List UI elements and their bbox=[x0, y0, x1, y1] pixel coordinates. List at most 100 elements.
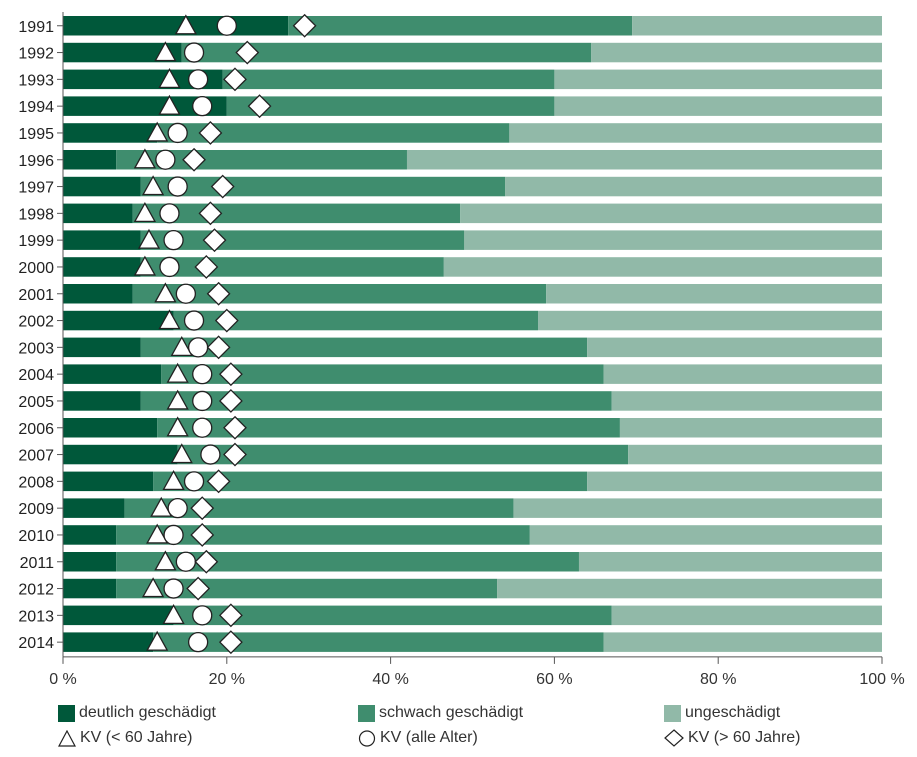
marker-triangle-1991 bbox=[174, 14, 197, 35]
marker-circle-1992 bbox=[183, 42, 205, 63]
y-tick-label-1997: 1997 bbox=[18, 180, 54, 197]
legend-item-kv-under-60: KV (< 60 Jahre) bbox=[58, 729, 193, 747]
marker-diamond-1998 bbox=[198, 201, 223, 226]
marker-triangle-2013 bbox=[162, 604, 185, 624]
bar-2009-series-2 bbox=[513, 498, 882, 518]
marker-diamond-2013 bbox=[218, 603, 243, 628]
bar-1997-series-0 bbox=[63, 176, 141, 197]
legend-swatch-schwach bbox=[358, 704, 375, 722]
y-tick-label-2014: 2014 bbox=[18, 635, 54, 652]
bar-2011-series-1 bbox=[116, 552, 579, 572]
marker-circle-2013 bbox=[192, 605, 213, 626]
bar-2000-series-1 bbox=[140, 257, 444, 277]
y-tick-label-2006: 2006 bbox=[18, 421, 54, 438]
bar-2013-series-2 bbox=[611, 605, 882, 626]
legend-item-ungeschaedigt: ungeschädigt bbox=[664, 704, 780, 722]
bar-2007-series-2 bbox=[628, 444, 882, 465]
bar-2011-series-2 bbox=[578, 552, 882, 572]
y-tick-label-2009: 2009 bbox=[18, 501, 54, 518]
y-tick-label-2003: 2003 bbox=[18, 340, 54, 357]
y-tick-label-2002: 2002 bbox=[18, 314, 54, 331]
bar-1996-series-0 bbox=[63, 150, 117, 170]
x-tick-label-60: 60 % bbox=[536, 671, 572, 688]
bar-2012-series-0 bbox=[63, 578, 117, 599]
bar-1997-series-1 bbox=[140, 176, 506, 197]
bar-1993-series-2 bbox=[554, 69, 882, 90]
legend-label-schwach: schwach geschädigt bbox=[379, 704, 524, 721]
marker-circle-2010 bbox=[163, 524, 184, 546]
marker-circle-2012 bbox=[163, 578, 184, 599]
marker-triangle-2008 bbox=[162, 470, 185, 491]
marker-diamond-2000 bbox=[194, 255, 219, 279]
bar-2012-series-1 bbox=[116, 578, 498, 599]
marker-triangle-2004 bbox=[166, 362, 189, 383]
marker-diamond-1994 bbox=[247, 94, 272, 119]
bar-2001-series-2 bbox=[546, 284, 882, 304]
bar-2005-series-0 bbox=[63, 391, 141, 411]
y-tick-label-1998: 1998 bbox=[18, 206, 54, 223]
bar-1997-series-2 bbox=[505, 176, 882, 197]
x-tick-label-80: 80 % bbox=[700, 671, 736, 688]
bar-2007-series-1 bbox=[177, 444, 629, 465]
bar-2009-series-1 bbox=[124, 498, 514, 518]
bar-2002-series-2 bbox=[538, 310, 882, 331]
y-tick-label-1999: 1999 bbox=[18, 233, 54, 250]
marker-diamond-2009 bbox=[190, 496, 215, 521]
marker-diamond-1997 bbox=[210, 174, 235, 199]
marker-diamond-1993 bbox=[223, 67, 247, 92]
y-tick-label-2012: 2012 bbox=[18, 582, 54, 599]
bar-1995-series-1 bbox=[157, 123, 510, 143]
legend-label-kv-over-60: KV (> 60 Jahre) bbox=[688, 729, 801, 746]
y-tick-label-2008: 2008 bbox=[18, 474, 54, 491]
bar-2006-series-2 bbox=[619, 418, 882, 438]
marker-diamond-2002 bbox=[214, 308, 239, 333]
bar-2004-series-1 bbox=[161, 364, 604, 384]
marker-diamond-2003 bbox=[206, 335, 231, 360]
triangle-icon bbox=[58, 729, 76, 747]
bar-2012-series-2 bbox=[497, 578, 882, 599]
y-tick-label-2004: 2004 bbox=[18, 367, 54, 384]
marker-triangle-2009 bbox=[150, 496, 173, 517]
x-tick-label-20: 20 % bbox=[209, 671, 245, 688]
bar-1994-series-1 bbox=[226, 96, 555, 116]
marker-triangle-2005 bbox=[166, 389, 189, 410]
y-tick-label-2010: 2010 bbox=[18, 528, 54, 545]
marker-circle-1998 bbox=[159, 203, 180, 224]
marker-circle-1995 bbox=[167, 122, 188, 144]
marker-triangle-1997 bbox=[141, 175, 165, 196]
marker-circle-1993 bbox=[187, 69, 209, 90]
bar-1992-series-1 bbox=[181, 42, 592, 63]
marker-diamond-2010 bbox=[190, 523, 215, 547]
marker-triangle-1998 bbox=[133, 202, 157, 223]
marker-triangle-1993 bbox=[158, 68, 181, 88]
bar-2004-series-0 bbox=[63, 364, 162, 384]
bar-2002-series-0 bbox=[63, 310, 174, 331]
y-tick-label-1996: 1996 bbox=[18, 153, 54, 170]
legend-swatch-ungeschaedigt bbox=[664, 704, 681, 722]
legend-label-ungeschaedigt: ungeschädigt bbox=[685, 704, 781, 721]
marker-circle-2003 bbox=[187, 337, 209, 358]
marker-triangle-2006 bbox=[166, 416, 189, 437]
marker-circle-1996 bbox=[155, 149, 176, 170]
bar-2008-series-1 bbox=[153, 471, 588, 492]
bar-2010-series-1 bbox=[116, 525, 530, 545]
legend-label-deutlich: deutlich geschädigt bbox=[79, 704, 216, 721]
marker-triangle-1996 bbox=[133, 148, 157, 169]
y-tick-label-1991: 1991 bbox=[18, 19, 54, 36]
marker-diamond-2011 bbox=[194, 549, 219, 574]
legend-item-deutlich: deutlich geschädigt bbox=[58, 704, 216, 722]
y-tick-label-2007: 2007 bbox=[18, 448, 54, 465]
marker-diamond-1996 bbox=[182, 147, 206, 172]
bar-1994-series-2 bbox=[554, 96, 882, 116]
bar-1995-series-0 bbox=[63, 123, 158, 143]
bar-1999-series-1 bbox=[140, 230, 465, 250]
marker-diamond-1991 bbox=[292, 13, 317, 38]
legend-swatch-deutlich bbox=[58, 704, 75, 722]
marker-diamond-2008 bbox=[206, 469, 231, 494]
y-tick-label-2005: 2005 bbox=[18, 394, 54, 411]
marker-triangle-1999 bbox=[137, 228, 161, 249]
marker-triangle-2014 bbox=[146, 630, 169, 651]
y-tick-label-2001: 2001 bbox=[18, 287, 54, 304]
